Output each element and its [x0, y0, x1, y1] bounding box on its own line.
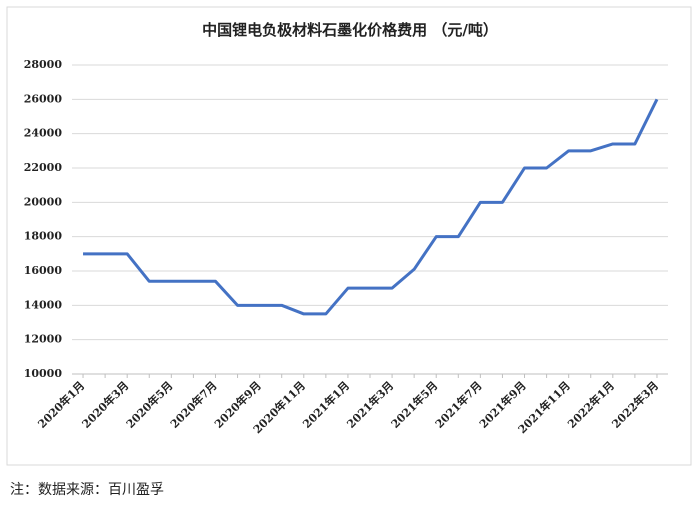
y-tick-label: 12000 — [24, 333, 63, 346]
x-tick-label: 2020年1月 — [35, 378, 88, 431]
y-tick-label: 20000 — [24, 195, 63, 208]
x-tick-label: 2020年7月 — [167, 378, 220, 431]
x-tick-label: 2020年5月 — [123, 378, 176, 431]
y-tick-label: 22000 — [24, 161, 63, 174]
x-tick-label: 2021年5月 — [388, 378, 441, 431]
data-line — [83, 98, 659, 316]
y-tick-label: 14000 — [24, 298, 63, 311]
y-tick-label: 18000 — [24, 230, 63, 243]
y-tick-label: 10000 — [24, 367, 63, 380]
y-tick-label: 24000 — [24, 127, 63, 140]
y-tick-label: 26000 — [24, 92, 63, 105]
x-tick-label: 2020年3月 — [79, 378, 132, 431]
chart-frame — [6, 6, 692, 466]
y-tick-label: 16000 — [24, 264, 63, 277]
source-note: 注：数据来源：百川盈孚 — [10, 482, 164, 498]
x-tick-label: 2021年3月 — [344, 378, 397, 431]
x-tick-label: 2021年7月 — [432, 378, 485, 431]
chart-title: 中国锂电负极材料石墨化价格费用 （元/吨） — [202, 21, 498, 39]
x-tick-label: 2022年3月 — [609, 378, 662, 431]
x-tick-label: 2021年1月 — [300, 378, 353, 431]
x-tick-label: 2022年1月 — [565, 378, 618, 431]
y-tick-label: 28000 — [24, 58, 63, 71]
